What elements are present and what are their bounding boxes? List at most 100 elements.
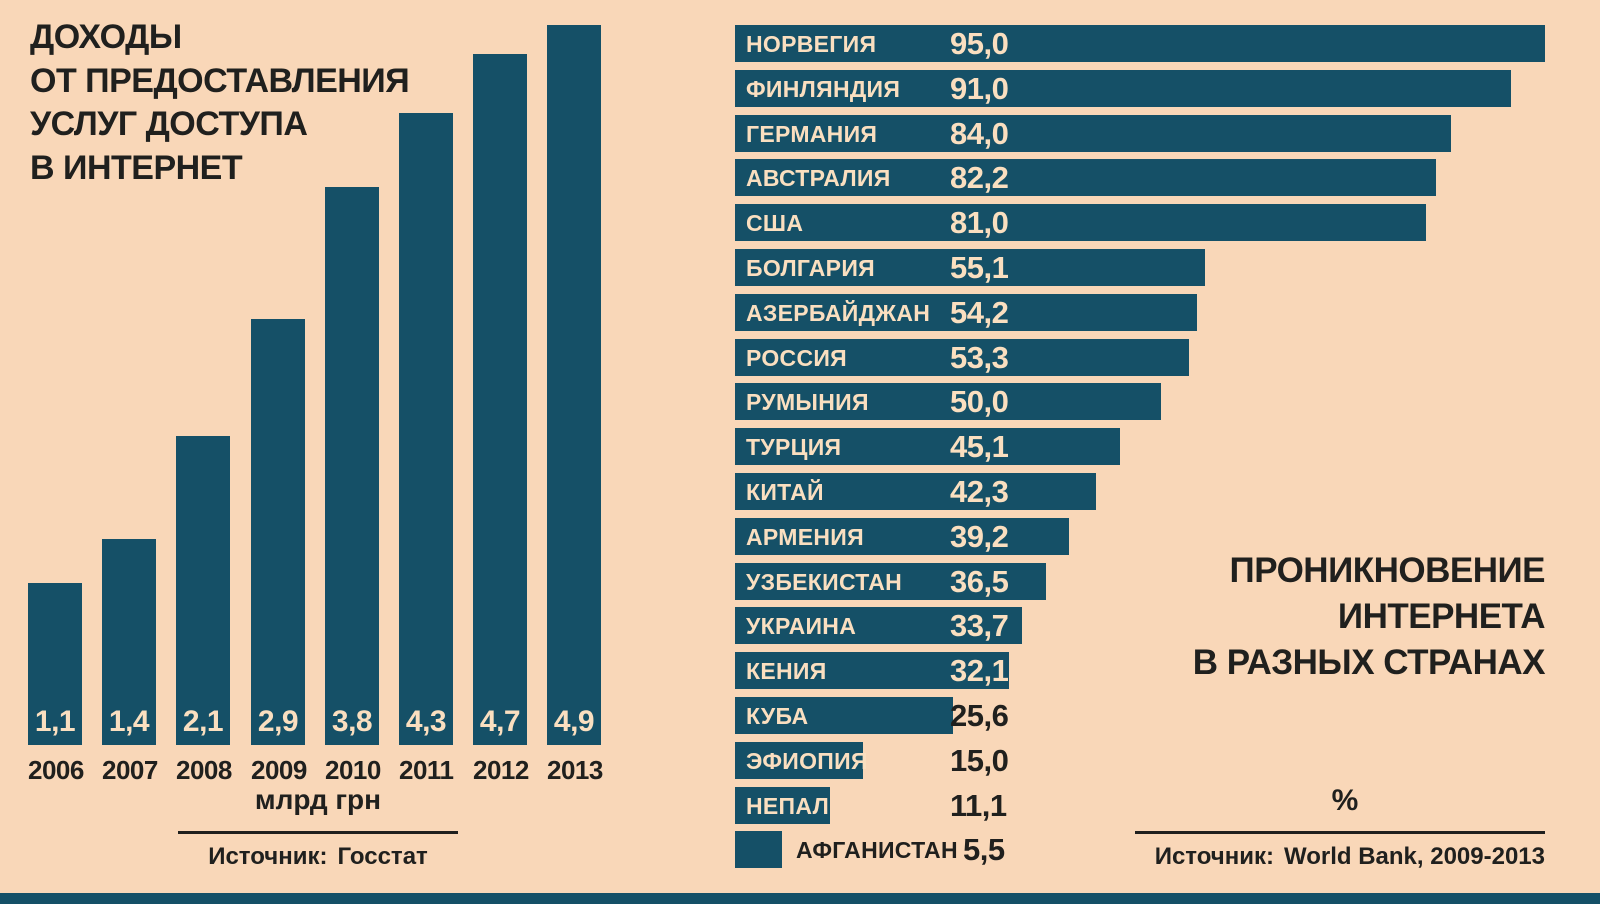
revenue-bar-year: 2009 (251, 755, 307, 785)
penetration-value: 11,1 (950, 788, 1007, 823)
left-source-divider (178, 831, 458, 834)
revenue-chart: 1,1 2006 1,4 2007 2,1 2008 2,9 2009 3,8 2010 4,3 20… (28, 25, 638, 785)
revenue-bar-value: 2,9 (257, 705, 299, 738)
penetration-row: АВСТРАЛИЯ 82,2 (735, 159, 1547, 196)
penetration-row: ЭФИОПИЯ 15,0 (735, 742, 1547, 779)
right-source-divider (1135, 831, 1545, 834)
revenue-bar-year: 2011 (399, 755, 454, 785)
left-source-value: Госстат (337, 843, 428, 870)
country-label: АЗЕРБАЙДЖАН (746, 300, 931, 326)
right-unit-label: % (1331, 784, 1359, 817)
left-source: Источник: Госстат (168, 843, 468, 871)
penetration-row: КУБА 25,6 (735, 697, 1547, 734)
penetration-bar (735, 652, 1009, 689)
country-label: КИТАЙ (746, 479, 824, 505)
penetration-row: ТУРЦИЯ 45,1 (735, 428, 1547, 465)
right-title-line-1: ПРОНИКНОВЕНИЕ (1229, 551, 1546, 590)
penetration-value: 95,0 (950, 26, 1009, 61)
country-label: НЕПАЛ (746, 793, 830, 819)
penetration-bar (735, 159, 1436, 196)
revenue-bar: 4,9 (547, 25, 601, 745)
revenue-bar-value: 2,1 (182, 705, 224, 738)
revenue-bar: 4,3 (399, 113, 453, 745)
penetration-value: 25,6 (950, 698, 1009, 733)
penetration-row: НЕПАЛ 11,1 (735, 787, 1547, 824)
revenue-bar: 4,7 (473, 54, 527, 745)
bottom-border-strip (0, 893, 1600, 904)
revenue-bar: 1,1 (28, 583, 82, 745)
country-label: РОССИЯ (746, 345, 848, 371)
right-source: Источник: World Bank, 2009-2013 (1135, 843, 1545, 871)
revenue-bar-year: 2012 (473, 755, 529, 785)
country-label: ТУРЦИЯ (746, 434, 842, 460)
penetration-value: 42,3 (950, 474, 1009, 509)
penetration-row: ГЕРМАНИЯ 84,0 (735, 115, 1547, 152)
penetration-chart: НОРВЕГИЯ 95,0 ФИНЛЯНДИЯ 91,0 ГЕРМАНИЯ 84,0 АВС… (735, 25, 1547, 875)
penetration-value: 33,7 (950, 608, 1009, 643)
penetration-bar (735, 70, 1511, 107)
left-unit-label: млрд грн (254, 784, 382, 815)
penetration-bar (735, 607, 1022, 644)
left-title-line-1: ДОХОДЫ (30, 18, 182, 56)
penetration-row: КЕНИЯ 32,1 (735, 652, 1547, 689)
right-source-prefix: Источник: (1154, 843, 1274, 870)
penetration-bar (735, 383, 1161, 420)
penetration-bar (735, 473, 1096, 510)
penetration-bar (735, 428, 1120, 465)
penetration-value: 91,0 (950, 71, 1009, 106)
revenue-bar-year: 2006 (28, 755, 84, 785)
penetration-row: БОЛГАРИЯ 55,1 (735, 249, 1547, 286)
penetration-row: США 81,0 (735, 204, 1547, 241)
left-chart-title: ДОХОДЫ ОТ ПРЕДОСТАВЛЕНИЯ УСЛУГ ДОСТУПА В… (30, 16, 410, 190)
penetration-row: РУМЫНИЯ 50,0 (735, 383, 1547, 420)
penetration-row: НОРВЕГИЯ 95,0 (735, 25, 1547, 62)
country-label: США (746, 210, 804, 236)
revenue-bar: 3,8 (325, 187, 379, 745)
country-label: УКРАИНА (746, 613, 857, 639)
penetration-bar (735, 742, 863, 779)
penetration-row: АЗЕРБАЙДЖАН 54,2 (735, 294, 1547, 331)
right-source-value: World Bank, 2009-2013 (1283, 843, 1545, 870)
penetration-bar (735, 25, 1545, 62)
penetration-row: УКРАИНА 33,7 (735, 607, 1547, 644)
penetration-bar (735, 249, 1205, 286)
penetration-value: 82,2 (950, 160, 1009, 195)
penetration-bar (735, 115, 1451, 152)
left-title-line-3: УСЛУГ ДОСТУПА (30, 105, 308, 144)
penetration-value: 45,1 (950, 429, 1009, 464)
country-label: АФГАНИСТАН (796, 837, 958, 863)
penetration-value: 53,3 (950, 340, 1009, 375)
penetration-value: 39,2 (950, 519, 1009, 554)
country-label: НОРВЕГИЯ (746, 31, 877, 57)
penetration-bar (735, 294, 1197, 331)
penetration-bar (735, 204, 1426, 241)
left-title-line-4: В ИНТЕРНЕТ (30, 148, 243, 187)
penetration-bar (735, 339, 1189, 376)
revenue-bar: 2,9 (251, 319, 305, 745)
country-label: КЕНИЯ (746, 658, 827, 684)
penetration-value: 36,5 (950, 564, 1009, 599)
penetration-row: ФИНЛЯНДИЯ 91,0 (735, 70, 1547, 107)
penetration-value: 50,0 (950, 384, 1009, 419)
revenue-bar: 2,1 (176, 436, 230, 745)
penetration-bar (735, 831, 782, 868)
right-title-line-3: В РАЗНЫХ СТРАНАХ (1192, 643, 1546, 683)
penetration-value: 5,5 (963, 832, 1005, 867)
revenue-bar-year: 2008 (176, 755, 232, 785)
revenue-bar-year: 2010 (325, 755, 381, 785)
penetration-row: АРМЕНИЯ 39,2 (735, 518, 1547, 555)
country-label: ФИНЛЯНДИЯ (746, 76, 901, 102)
country-label: АВСТРАЛИЯ (746, 165, 891, 191)
revenue-bar-value: 1,4 (108, 705, 150, 738)
country-label: ГЕРМАНИЯ (746, 121, 878, 147)
revenue-bar-year: 2013 (547, 755, 603, 785)
penetration-bar (735, 787, 830, 824)
country-label: АРМЕНИЯ (746, 524, 864, 550)
revenue-bar: 1,4 (102, 539, 156, 745)
penetration-value: 15,0 (950, 743, 1009, 778)
revenue-bar-value: 1,1 (34, 705, 76, 738)
penetration-row: УЗБЕКИСТАН 36,5 (735, 563, 1547, 600)
revenue-bar-value: 4,3 (405, 705, 447, 738)
penetration-row: РОССИЯ 53,3 (735, 339, 1547, 376)
